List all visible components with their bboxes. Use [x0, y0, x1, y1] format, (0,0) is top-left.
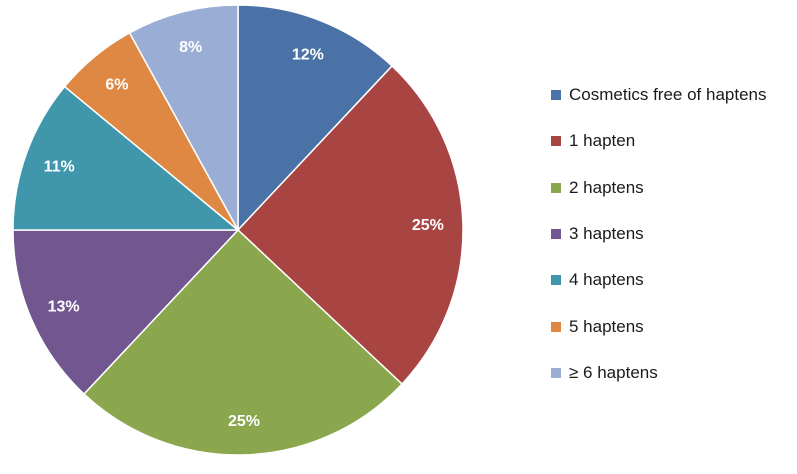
slice-data-label: 12%	[292, 46, 324, 63]
legend-label: Cosmetics free of haptens	[569, 85, 767, 105]
legend-swatch	[551, 367, 561, 378]
pie-slice	[128, 4, 239, 231]
legend-item-2-haptens: 2 haptens	[551, 165, 766, 211]
legend-label: ≥ 6 haptens	[569, 362, 658, 382]
slice-data-label: 25%	[228, 413, 260, 430]
legend-label: 5 haptens	[569, 316, 644, 336]
legend-item-1-hapten: 1 hapten	[551, 118, 766, 164]
legend-item-6-plus-haptens: ≥ 6 haptens	[551, 350, 766, 396]
slice-data-label: 25%	[412, 217, 444, 234]
legend-swatch	[551, 321, 561, 332]
legend-label: 4 haptens	[569, 270, 644, 290]
pie-slice	[237, 4, 394, 232]
legend-swatch	[551, 182, 561, 193]
legend: Cosmetics free of haptens 1 hapten 2 hap…	[551, 72, 766, 396]
legend-swatch	[551, 275, 561, 286]
pie-slice	[236, 64, 464, 386]
pie-slice	[12, 85, 241, 231]
pie-slice	[82, 228, 404, 456]
slice-data-label: 8%	[179, 39, 202, 56]
pie-slice	[12, 229, 240, 396]
legend-label: 1 hapten	[569, 131, 636, 151]
legend-item-3-haptens: 3 haptens	[551, 211, 766, 257]
legend-swatch	[551, 90, 561, 101]
slice-data-label: 11%	[44, 159, 75, 176]
legend-item-4-haptens: 4 haptens	[551, 257, 766, 303]
legend-item-5-haptens: 5 haptens	[551, 303, 766, 349]
legend-item-cosmetics-free: Cosmetics free of haptens	[551, 72, 766, 118]
legend-swatch	[551, 136, 561, 147]
slice-data-label: 6%	[105, 77, 128, 94]
legend-swatch	[551, 229, 561, 240]
slice-data-label: 13%	[48, 299, 80, 316]
legend-label: 3 haptens	[569, 224, 644, 244]
legend-label: 2 haptens	[569, 177, 644, 197]
